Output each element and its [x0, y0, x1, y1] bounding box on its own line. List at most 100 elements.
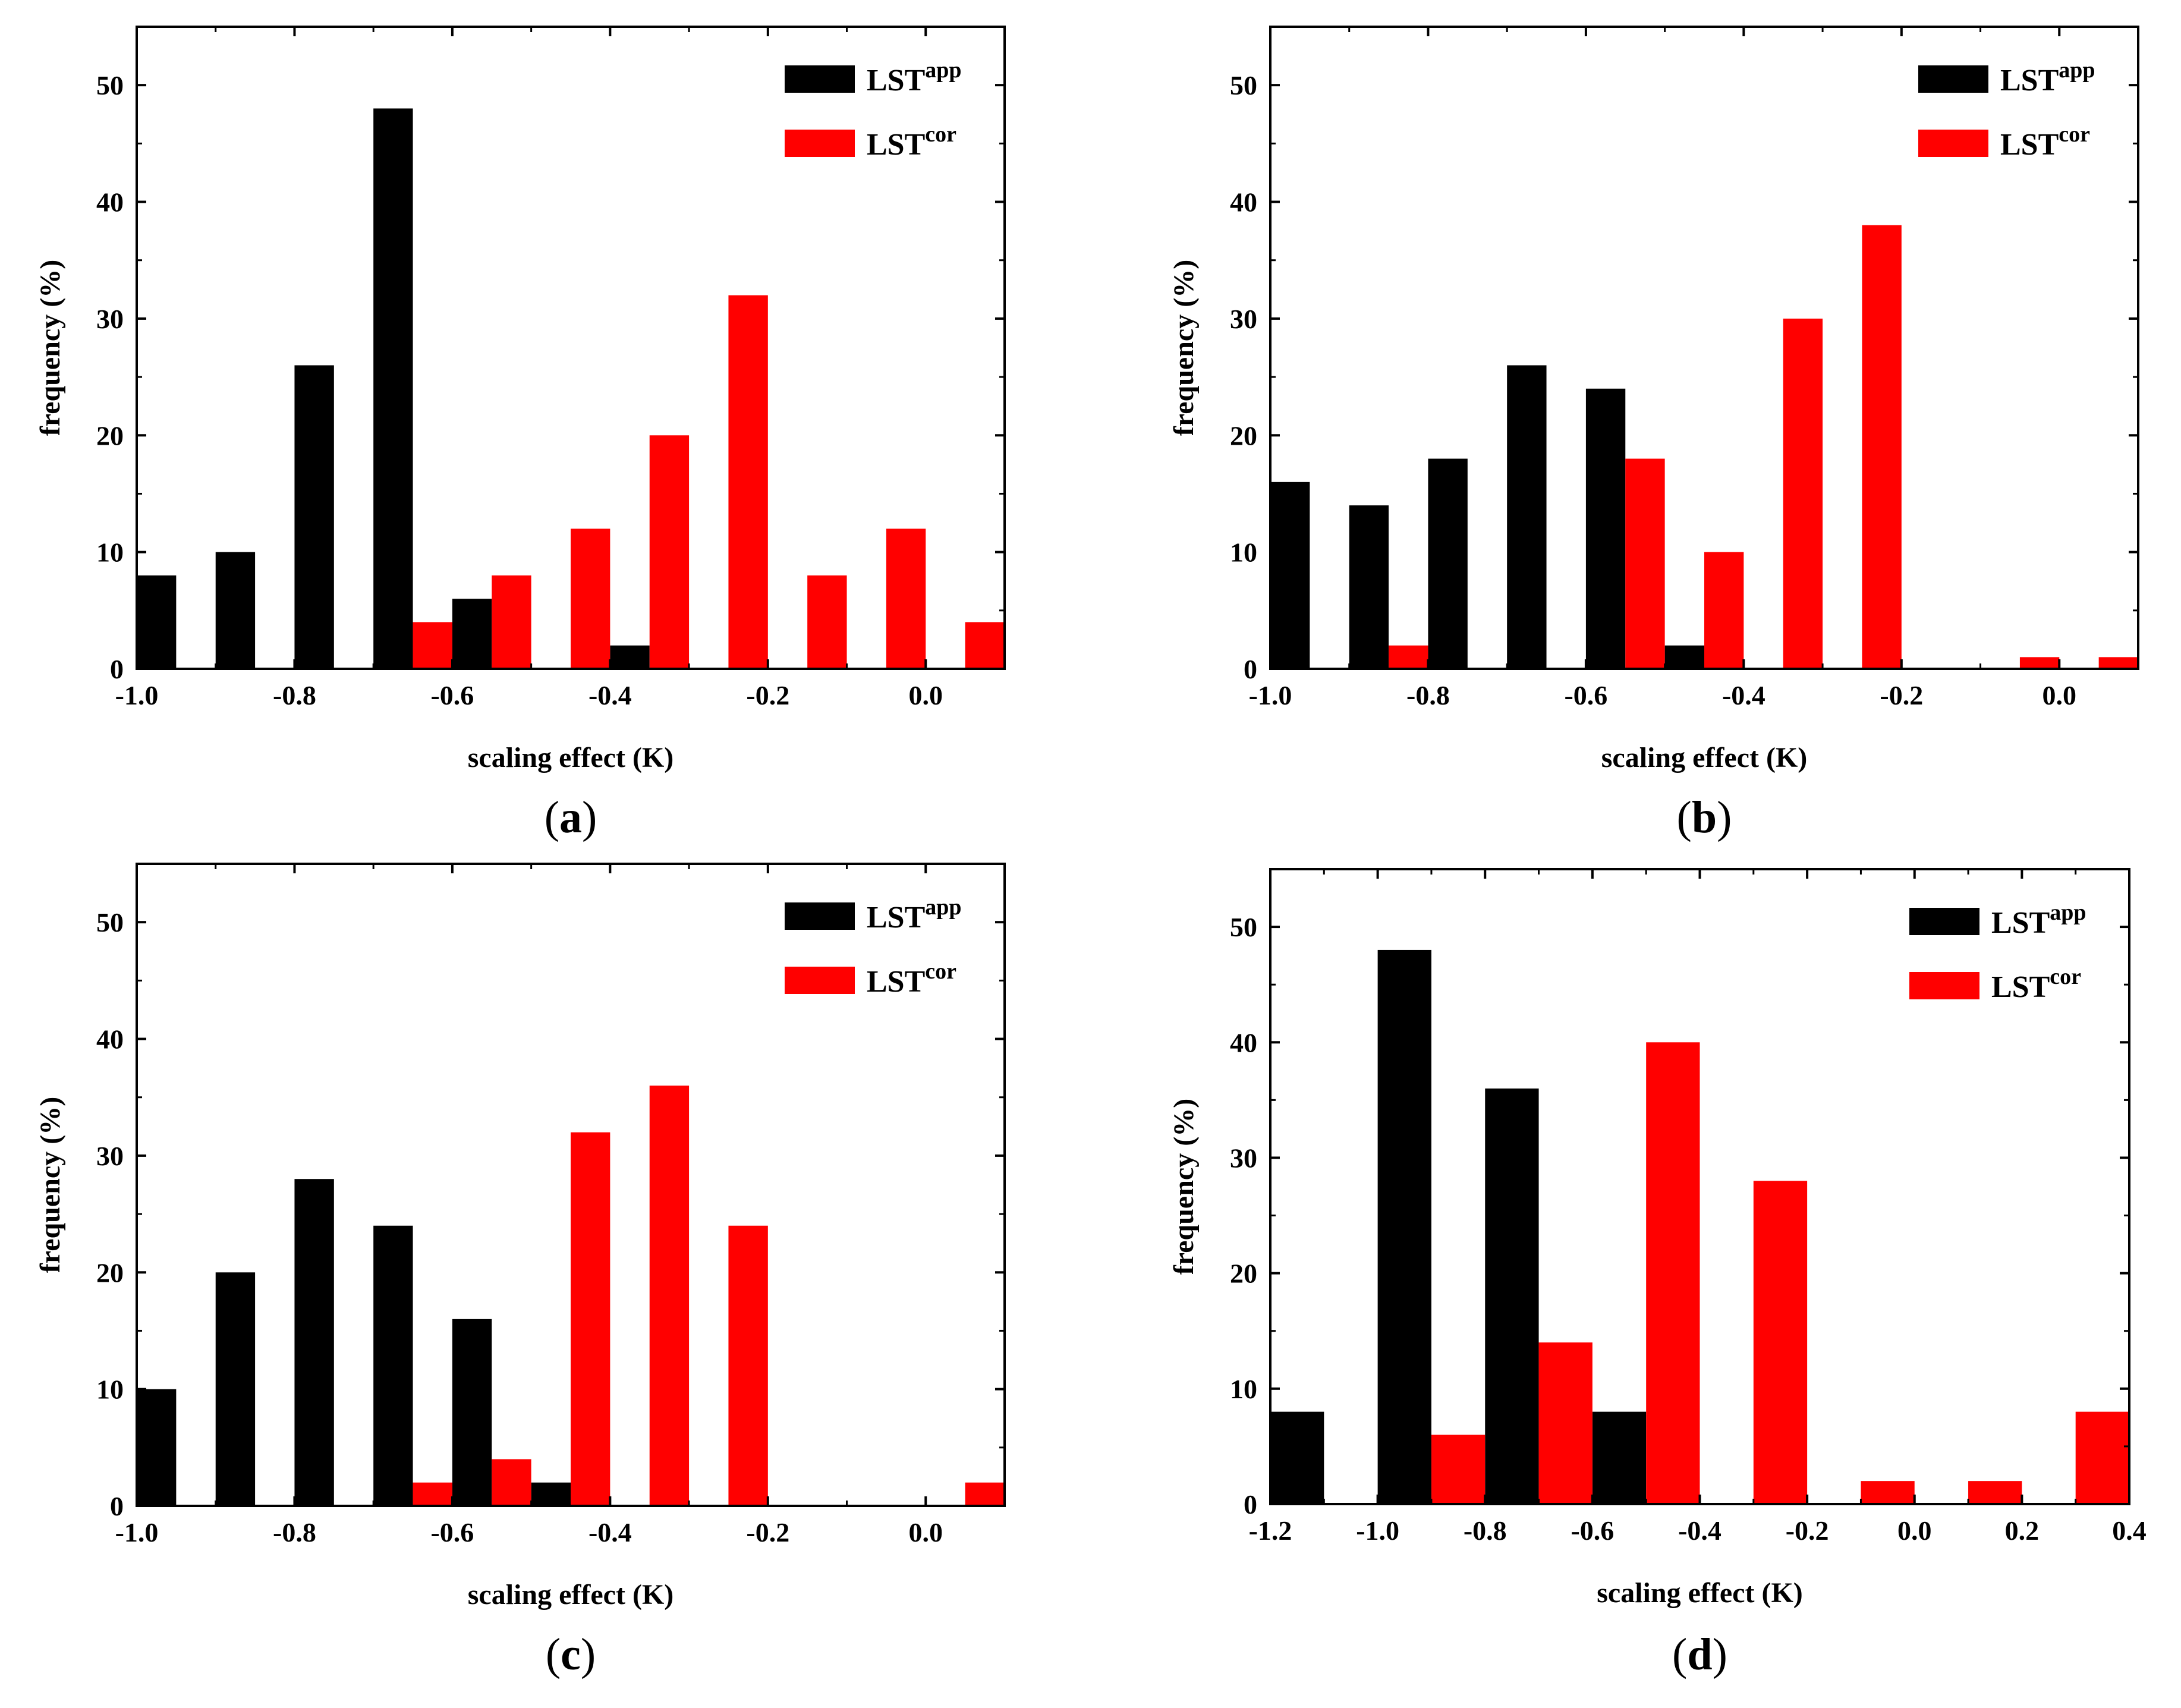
panel-letter: b — [1692, 792, 1717, 842]
y-axis-label: frequency (%) — [1168, 1099, 1200, 1275]
x-tick-label: -1.0 — [115, 1517, 159, 1547]
chart-panel-a: 0 10 20 30 40 50 -1.0 -0.8 -0.6 -0.4 -0.2 0.0 scalin… — [34, 26, 1006, 842]
bar-lst-app-1 — [215, 552, 256, 669]
y-tick-label: 30 — [1230, 1143, 1257, 1173]
bar-lst-app-1 — [1349, 505, 1389, 669]
panel-caption: (b) — [1677, 792, 1732, 842]
y-tick-label: 50 — [1230, 912, 1257, 942]
legend-base: LST — [1991, 906, 2050, 940]
x-axis-label: scaling effect (K) — [1601, 742, 1808, 773]
panel-letter: d — [1687, 1630, 1712, 1679]
bar-lst-cor-1 — [1538, 1342, 1593, 1504]
y-tick-label: 40 — [1230, 1027, 1257, 1058]
legend-superscript: app — [925, 895, 961, 920]
x-tick-label: -1.0 — [1356, 1515, 1399, 1546]
bar-lst-cor-3 — [649, 1086, 690, 1506]
legend-base: LST — [867, 64, 925, 97]
bar-lst-cor-5 — [1968, 1481, 2022, 1504]
bar-lst-cor-4 — [728, 295, 768, 669]
bar-lst-app-2 — [1428, 458, 1468, 669]
legend-label-app: LSTapp — [867, 58, 962, 97]
legend-swatch-app — [1909, 908, 1979, 935]
x-tick-label: -0.6 — [1564, 680, 1607, 710]
y-tick-label: 10 — [1230, 1374, 1257, 1404]
chart-panel-b: 0 10 20 30 40 50 -1.0 -0.8 -0.6 -0.4 -0.2 0.0 scalin… — [1168, 26, 2139, 842]
legend-base: LST — [2000, 64, 2059, 97]
panel-caption: (c) — [546, 1630, 596, 1679]
x-tick-label: 0.0 — [909, 680, 943, 710]
legend-base: LST — [867, 128, 925, 162]
bar-lst-cor-2 — [1646, 1042, 1700, 1504]
x-tick-label: -0.8 — [1406, 680, 1450, 710]
y-tick-label: 50 — [96, 907, 124, 938]
x-tick-label: -0.2 — [746, 680, 789, 710]
x-tick-label: -0.2 — [746, 1517, 789, 1547]
plot-frame — [136, 863, 1006, 1507]
bar-lst-app-3 — [373, 1225, 413, 1506]
legend: LSTapp LSTcor — [1918, 58, 2095, 162]
bar-lst-cor-3 — [649, 435, 690, 669]
legend-superscript: app — [925, 58, 961, 83]
bar-lst-cor-3 — [1753, 1181, 1808, 1504]
legend-base: LST — [1991, 970, 2050, 1004]
y-tick-label: 10 — [1230, 537, 1257, 568]
x-tick-label: -0.4 — [1722, 680, 1765, 710]
legend-swatch-app — [785, 902, 855, 930]
legend-label-cor: LSTcor — [2000, 122, 2090, 162]
bar-lst-app-2 — [294, 1179, 334, 1506]
chart-panel-d: 0 10 20 30 40 50 -1.2 -1.0 -0.8 -0.6 -0.4 -0.2 0.0 0.… — [1168, 868, 2147, 1679]
x-tick-label: -1.0 — [1249, 680, 1292, 710]
bar-lst-app-3 — [1507, 365, 1547, 669]
x-tick-label: -0.2 — [1786, 1515, 1829, 1546]
legend-label-cor: LSTcor — [867, 122, 956, 162]
panel-letter: a — [559, 792, 582, 842]
bars — [137, 108, 1005, 669]
legend-superscript: cor — [925, 122, 956, 147]
bar-lst-app-0 — [137, 575, 177, 669]
y-tick-label: 0 — [1244, 1489, 1257, 1520]
y-tick-label: 40 — [96, 1024, 124, 1055]
legend-label-app: LSTapp — [2000, 58, 2095, 97]
y-tick-label: 50 — [96, 70, 124, 100]
y-tick-label: 20 — [96, 420, 124, 451]
y-axis-label: frequency (%) — [34, 1097, 66, 1273]
bar-lst-app-5 — [1664, 645, 1704, 669]
legend-superscript: cor — [2050, 964, 2081, 989]
bar-lst-cor-0 — [1431, 1435, 1486, 1504]
bars — [1270, 949, 2129, 1504]
bar-lst-app-2 — [294, 365, 334, 669]
bar-lst-cor-1 — [492, 575, 531, 669]
bar-lst-app-3 — [1592, 1411, 1647, 1504]
bar-lst-app-0 — [1270, 1411, 1324, 1504]
bar-lst-cor-4 — [1862, 225, 1902, 669]
bar-lst-app-0 — [1270, 482, 1310, 669]
bar-lst-cor-6 — [2098, 657, 2138, 669]
bar-lst-cor-0 — [413, 1482, 452, 1506]
x-axis-label: scaling effect (K) — [1597, 1577, 1803, 1609]
x-tick-label: -0.8 — [1464, 1515, 1507, 1546]
x-tick-label: -0.4 — [588, 1517, 632, 1547]
y-tick-label: 10 — [96, 537, 124, 568]
y-tick-label: 10 — [96, 1374, 124, 1405]
x-axis-label: scaling effect (K) — [468, 1579, 674, 1611]
y-tick-label: 40 — [96, 187, 124, 218]
x-tick-label: 0.0 — [2042, 680, 2077, 710]
legend-superscript: app — [2050, 900, 2086, 925]
bar-lst-app-5 — [531, 1482, 571, 1506]
legend-swatch-app — [1918, 65, 1988, 93]
bar-lst-app-1 — [1377, 949, 1431, 1504]
x-axis-label: scaling effect (K) — [468, 742, 674, 773]
bar-lst-app-0 — [137, 1389, 177, 1506]
bar-lst-app-4 — [1585, 388, 1626, 669]
legend-swatch-cor — [1909, 972, 1979, 999]
bar-lst-cor-1 — [1625, 458, 1665, 669]
bar-lst-app-1 — [215, 1272, 256, 1506]
x-tick-label: -0.6 — [430, 1517, 474, 1547]
legend-swatch-cor — [1918, 130, 1988, 157]
legend-superscript: cor — [925, 959, 956, 984]
y-tick-label: 0 — [1244, 654, 1257, 684]
bar-lst-cor-5 — [2019, 657, 2060, 669]
